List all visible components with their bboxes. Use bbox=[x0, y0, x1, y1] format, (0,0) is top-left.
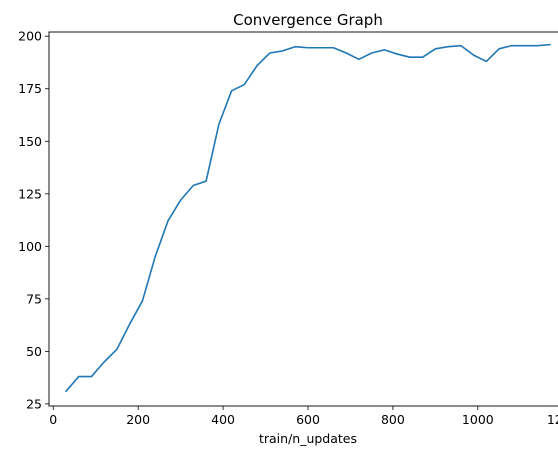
x-tick-label: 800 bbox=[381, 412, 405, 427]
y-tick-label: 25 bbox=[26, 396, 42, 411]
y-tick-label: 75 bbox=[26, 291, 42, 306]
y-tick-label: 175 bbox=[18, 81, 42, 96]
y-tick-label: 200 bbox=[18, 29, 42, 44]
x-tick-label: 1000 bbox=[462, 412, 494, 427]
x-tick-label: 200 bbox=[126, 412, 150, 427]
y-tick-label: 50 bbox=[26, 344, 42, 359]
x-tick-label: 600 bbox=[296, 412, 320, 427]
x-tick-label: 0 bbox=[49, 412, 57, 427]
plot-frame bbox=[48, 31, 558, 407]
y-tick-label: 100 bbox=[18, 239, 42, 254]
y-tick-label: 125 bbox=[18, 186, 42, 201]
axis-ticks: 0 200 400 600 800 1000 1200 25 50 75 100 125 150 175 2… bbox=[18, 29, 558, 427]
plot-area bbox=[65, 43, 551, 393]
x-tick-label: 400 bbox=[211, 412, 235, 427]
x-tick-label: 1200 bbox=[547, 412, 558, 427]
x-axis-label: train/n_updates bbox=[259, 431, 357, 446]
y-tick-label: 150 bbox=[18, 134, 42, 149]
chart-title: Convergence Graph bbox=[233, 11, 383, 29]
series-line-0 bbox=[65, 43, 551, 393]
